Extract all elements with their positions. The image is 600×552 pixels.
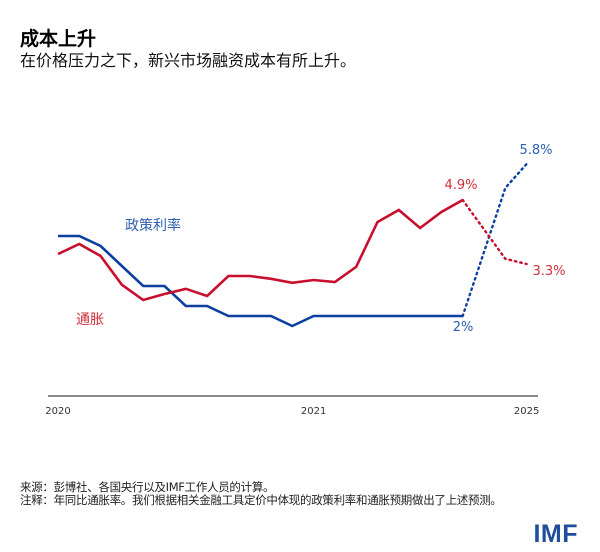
series-line-policy-rate	[58, 234, 463, 328]
series-label-inflation: 通胀	[76, 312, 104, 328]
end-value-label: 2%	[453, 320, 474, 335]
footnote: 注释：年同比通胀率。我们根据相关金融工具定价中体现的政策利率和通胀预期做出了上述…	[20, 493, 502, 507]
x-tick-label: 2025	[514, 406, 539, 417]
forecast-value-label: 5.8%	[519, 143, 552, 158]
chart-title: 成本上升	[20, 28, 97, 50]
forecast-line-policy-rate	[461, 162, 528, 318]
x-tick-label: 2021	[301, 406, 326, 417]
series-label-policy-rate: 政策利率	[125, 217, 181, 234]
forecast-line-inflation	[461, 198, 528, 266]
end-value-label: 4.9%	[444, 178, 477, 193]
source-note: 来源：彭博社、各国央行以及IMF工作人员的计算。	[20, 480, 275, 494]
series-line-inflation	[57, 198, 464, 302]
forecast-value-label: 3.3%	[532, 264, 565, 279]
chart-subtitle: 在价格压力之下，新兴市场融资成本有所上升。	[20, 51, 357, 70]
imf-logo: IMF	[533, 520, 578, 548]
x-tick-label: 2020	[45, 406, 70, 417]
